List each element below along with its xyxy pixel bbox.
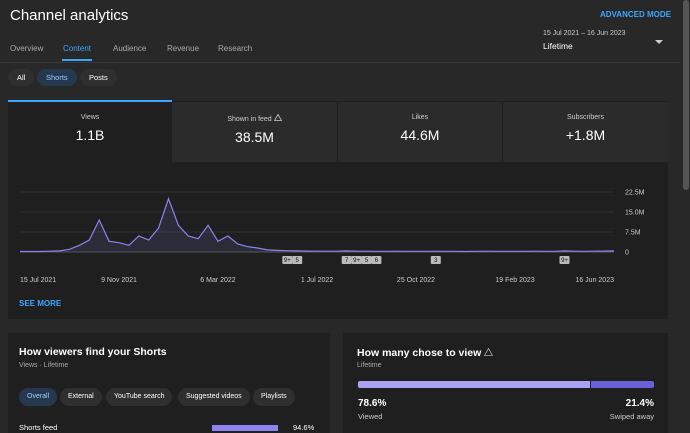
annotation-box xyxy=(292,256,303,264)
scrollbar[interactable] xyxy=(683,0,689,190)
annotation-label: 9+ xyxy=(561,258,568,264)
card-subtitle: Views · Lifetime xyxy=(19,362,69,369)
see-more[interactable]: SEE MORE xyxy=(19,299,62,308)
metric-label: Subscribers xyxy=(567,114,604,121)
traffic-percent: 94.6% xyxy=(293,423,315,432)
x-tick-label: 19 Feb 2023 xyxy=(495,277,534,284)
annotation-box xyxy=(341,256,352,264)
card-subtitle: Lifetime xyxy=(357,362,382,369)
annotation-box xyxy=(559,256,570,264)
traffic-bar xyxy=(212,425,279,431)
annotation-box xyxy=(361,256,372,264)
x-tick-label: 6 Mar 2022 xyxy=(200,277,236,284)
metric-label: Likes xyxy=(411,114,429,121)
annotation-label: 6 xyxy=(375,258,379,264)
annotation-label: 5 xyxy=(365,258,369,264)
traffic-chip[interactable]: Suggested videos xyxy=(178,388,250,406)
metric-tab[interactable]: Subscribers +1.8M xyxy=(503,102,668,162)
filter-chip[interactable]: All xyxy=(8,69,35,86)
card-title: How viewers find your Shorts xyxy=(19,346,167,358)
metric-value: 44.6M xyxy=(400,127,440,143)
x-tick-label: 1 Jul 2022 xyxy=(301,277,333,284)
traffic-track xyxy=(212,425,282,431)
filter-chip-selected[interactable]: Shorts xyxy=(37,69,77,86)
annotation-label: 9+ xyxy=(284,258,291,264)
tab-underline xyxy=(62,59,92,61)
annotation-label: 7 xyxy=(345,258,349,264)
tab[interactable]: Overview xyxy=(10,44,44,53)
tab[interactable]: Research xyxy=(218,44,253,53)
traffic-chip[interactable]: Playlists xyxy=(253,388,295,406)
tab-active[interactable]: Content xyxy=(63,44,92,53)
traffic-chip-selected[interactable]: Overall xyxy=(19,388,58,406)
annotation-box xyxy=(430,256,441,264)
metric-tab[interactable]: Shown in feed 38.5M xyxy=(172,102,337,162)
viewed-percent: 78.6% xyxy=(358,398,387,409)
warning-icon xyxy=(273,113,282,121)
x-tick-label: 9 Nov 2021 xyxy=(101,277,137,284)
line xyxy=(20,196,615,253)
annotation-label: 5 xyxy=(296,258,300,264)
choice-track xyxy=(358,381,654,388)
metric-value: +1.8M xyxy=(565,127,606,143)
date-range[interactable]: 15 Jul 2021 – 16 Jun 2023 xyxy=(543,30,626,37)
annotation-label: 9+ xyxy=(353,258,360,264)
dropdown-arrow[interactable] xyxy=(654,38,664,46)
selected-indicator xyxy=(8,100,172,102)
x-tick-label: 16 Jun 2023 xyxy=(575,277,614,284)
x-tick-label: 25 Oct 2022 xyxy=(397,277,435,284)
tab[interactable]: Revenue xyxy=(167,44,200,53)
tab[interactable]: Audience xyxy=(113,44,147,53)
filter-chip[interactable]: Posts xyxy=(80,69,117,86)
warning-icon xyxy=(484,347,494,356)
advanced-mode[interactable]: ADVANCED MODE xyxy=(600,10,671,19)
annotation-label: 3 xyxy=(434,258,438,264)
metric-label: Views xyxy=(80,114,100,121)
divider xyxy=(0,62,680,63)
traffic-source: Shorts feed xyxy=(19,423,58,432)
x-tick-label: 15 Jul 2021 xyxy=(20,277,56,284)
area-fill xyxy=(20,198,614,252)
metric-tab-selected[interactable]: Views 1.1B xyxy=(8,102,172,162)
metric-label: Shown in feed xyxy=(227,116,272,123)
metric-value: 38.5M xyxy=(235,129,274,145)
title-text: How many chose to view xyxy=(357,347,482,359)
y-tick-label: 22.5M xyxy=(625,190,645,197)
y-tick-label: 15.0M xyxy=(625,210,645,217)
y-tick-label: 7.5M xyxy=(625,230,641,237)
swiped-percent: 21.4% xyxy=(625,398,654,409)
annotation-box xyxy=(282,256,293,264)
metric-tab[interactable]: Likes 44.6M xyxy=(338,102,502,162)
annotation-box xyxy=(351,256,362,264)
date-period[interactable]: Lifetime xyxy=(543,41,573,51)
y-tick-label: 0 xyxy=(625,250,629,257)
page-title: Channel analytics xyxy=(10,7,129,24)
viewed-bar xyxy=(358,381,590,388)
swiped-bar xyxy=(590,381,654,388)
swiped-label: Swiped away xyxy=(609,412,654,421)
traffic-chip[interactable]: External xyxy=(60,388,102,406)
metric-value: 1.1B xyxy=(75,127,105,143)
card-title: How many chose to view xyxy=(357,347,494,359)
annotation-box xyxy=(371,256,382,264)
traffic-card xyxy=(8,333,330,433)
bar-gap xyxy=(589,381,591,388)
viewed-label: Viewed xyxy=(358,412,383,421)
traffic-chip[interactable]: YouTube search xyxy=(106,388,173,406)
